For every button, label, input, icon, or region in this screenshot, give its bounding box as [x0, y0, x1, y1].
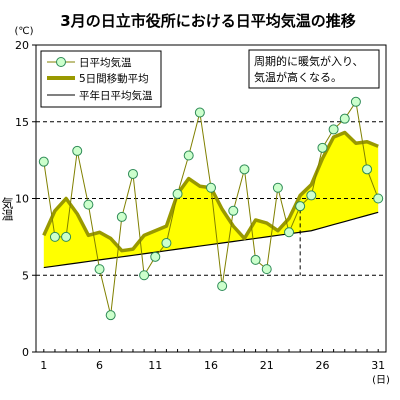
y-tick-label: 15	[15, 116, 29, 129]
daily-point	[306, 190, 317, 201]
daily-point	[250, 254, 261, 265]
daily-point	[317, 142, 328, 153]
daily-point	[328, 124, 339, 135]
x-tick-label: 26	[315, 359, 329, 372]
legend-marker-daily	[56, 57, 66, 67]
chart-title: 3月の日立市役所における日平均気温の推移	[60, 12, 355, 30]
x-tick-label: 6	[96, 359, 103, 372]
x-tick-label: 21	[260, 359, 274, 372]
daily-point	[350, 96, 361, 107]
daily-point	[206, 182, 216, 193]
daily-point	[339, 113, 350, 124]
y-axis-label: 気温	[0, 196, 14, 221]
daily-point	[362, 164, 373, 175]
warm-fill-region	[43, 132, 379, 268]
daily-point	[194, 107, 205, 118]
legend: 日平均気温 5日間移動平均 平年日平均気温	[40, 50, 162, 108]
daily-point	[127, 168, 138, 179]
daily-point	[272, 182, 283, 193]
daily-point	[150, 251, 161, 262]
x-tick-label: 11	[148, 359, 162, 372]
daily-point	[72, 145, 83, 156]
gridline-layer	[36, 121, 386, 276]
x-tick-label: 31	[371, 359, 385, 372]
y-unit-label: (℃)	[14, 26, 33, 37]
daily-point	[38, 156, 49, 167]
daily-point	[139, 270, 150, 281]
x-unit-label: (日)	[372, 375, 390, 386]
x-tick-label: 16	[204, 359, 218, 372]
daily-point	[83, 199, 94, 210]
daily-point	[373, 193, 384, 204]
daily-point	[172, 188, 183, 199]
daily-point	[261, 264, 272, 275]
y-tick-label: 0	[22, 346, 29, 359]
daily-point	[228, 205, 239, 216]
warm-anomaly-fill-layer	[43, 132, 379, 268]
marker-layer	[38, 96, 384, 321]
y-tick-label: 10	[15, 193, 29, 206]
daily-point	[94, 264, 105, 275]
daily-point	[49, 231, 60, 242]
series-normal-line	[43, 211, 379, 269]
annotation-line-2: 気温が高くなる。	[254, 70, 342, 84]
y-tick-label: 20	[15, 39, 29, 52]
annotation-line-1: 周期的に暖気が入り、	[254, 54, 364, 68]
daily-point	[295, 201, 306, 212]
daily-point	[105, 310, 116, 321]
daily-point	[284, 227, 295, 238]
annotation: 周期的に暖気が入り、 気温が高くなる。	[248, 49, 380, 89]
daily-point	[116, 211, 127, 222]
legend-label-normal: 平年日平均気温	[79, 89, 153, 102]
y-tick-label: 5	[22, 269, 29, 282]
annotation-box	[248, 49, 380, 89]
daily-point	[183, 150, 194, 161]
daily-point	[217, 280, 228, 291]
daily-point	[161, 238, 172, 249]
daily-point	[239, 164, 250, 175]
x-tick-label: 1	[40, 359, 47, 372]
legend-label-moving-average: 5日間移動平均	[79, 72, 149, 85]
legend-label-daily: 日平均気温	[79, 56, 132, 69]
daily-point	[61, 231, 72, 242]
